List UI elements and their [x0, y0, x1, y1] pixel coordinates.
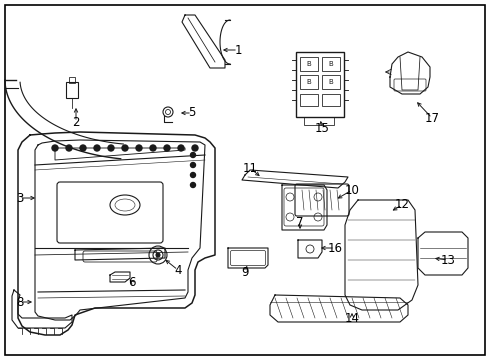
Text: 14: 14	[344, 311, 360, 324]
Text: 5: 5	[188, 107, 196, 120]
Bar	[322, 94, 340, 106]
Text: 17: 17	[424, 112, 440, 125]
Bar	[296, 52, 344, 117]
Circle shape	[191, 153, 196, 158]
Circle shape	[66, 145, 72, 151]
Circle shape	[136, 145, 142, 151]
Circle shape	[164, 145, 170, 151]
Bar	[66, 82, 78, 98]
Bar	[300, 57, 318, 71]
Bar	[322, 57, 340, 71]
Circle shape	[191, 162, 196, 167]
Text: 8: 8	[16, 296, 24, 309]
Bar	[304, 117, 334, 125]
Text: 1: 1	[234, 44, 242, 57]
Text: 7: 7	[296, 216, 304, 229]
Circle shape	[80, 145, 86, 151]
Text: 13: 13	[441, 253, 455, 266]
Text: 6: 6	[128, 275, 136, 288]
Ellipse shape	[156, 253, 160, 257]
Text: B: B	[329, 79, 333, 85]
Text: B: B	[307, 61, 311, 67]
Bar	[322, 75, 340, 89]
Circle shape	[108, 145, 114, 151]
Circle shape	[191, 172, 196, 177]
Circle shape	[122, 145, 128, 151]
Bar	[300, 75, 318, 89]
Text: 4: 4	[174, 264, 182, 276]
Text: 2: 2	[72, 116, 80, 129]
Text: 12: 12	[394, 198, 410, 211]
Text: 16: 16	[327, 242, 343, 255]
Text: 15: 15	[315, 122, 329, 135]
Circle shape	[94, 145, 100, 151]
Bar	[69, 77, 75, 83]
Circle shape	[191, 183, 196, 188]
Text: B: B	[307, 79, 311, 85]
Text: 3: 3	[16, 192, 24, 204]
Text: B: B	[329, 61, 333, 67]
Circle shape	[52, 145, 58, 151]
Circle shape	[192, 145, 198, 151]
Bar	[300, 94, 318, 106]
Text: 9: 9	[241, 266, 249, 279]
Text: 11: 11	[243, 162, 258, 175]
Circle shape	[150, 145, 156, 151]
Text: 10: 10	[344, 184, 360, 197]
Circle shape	[178, 145, 184, 151]
